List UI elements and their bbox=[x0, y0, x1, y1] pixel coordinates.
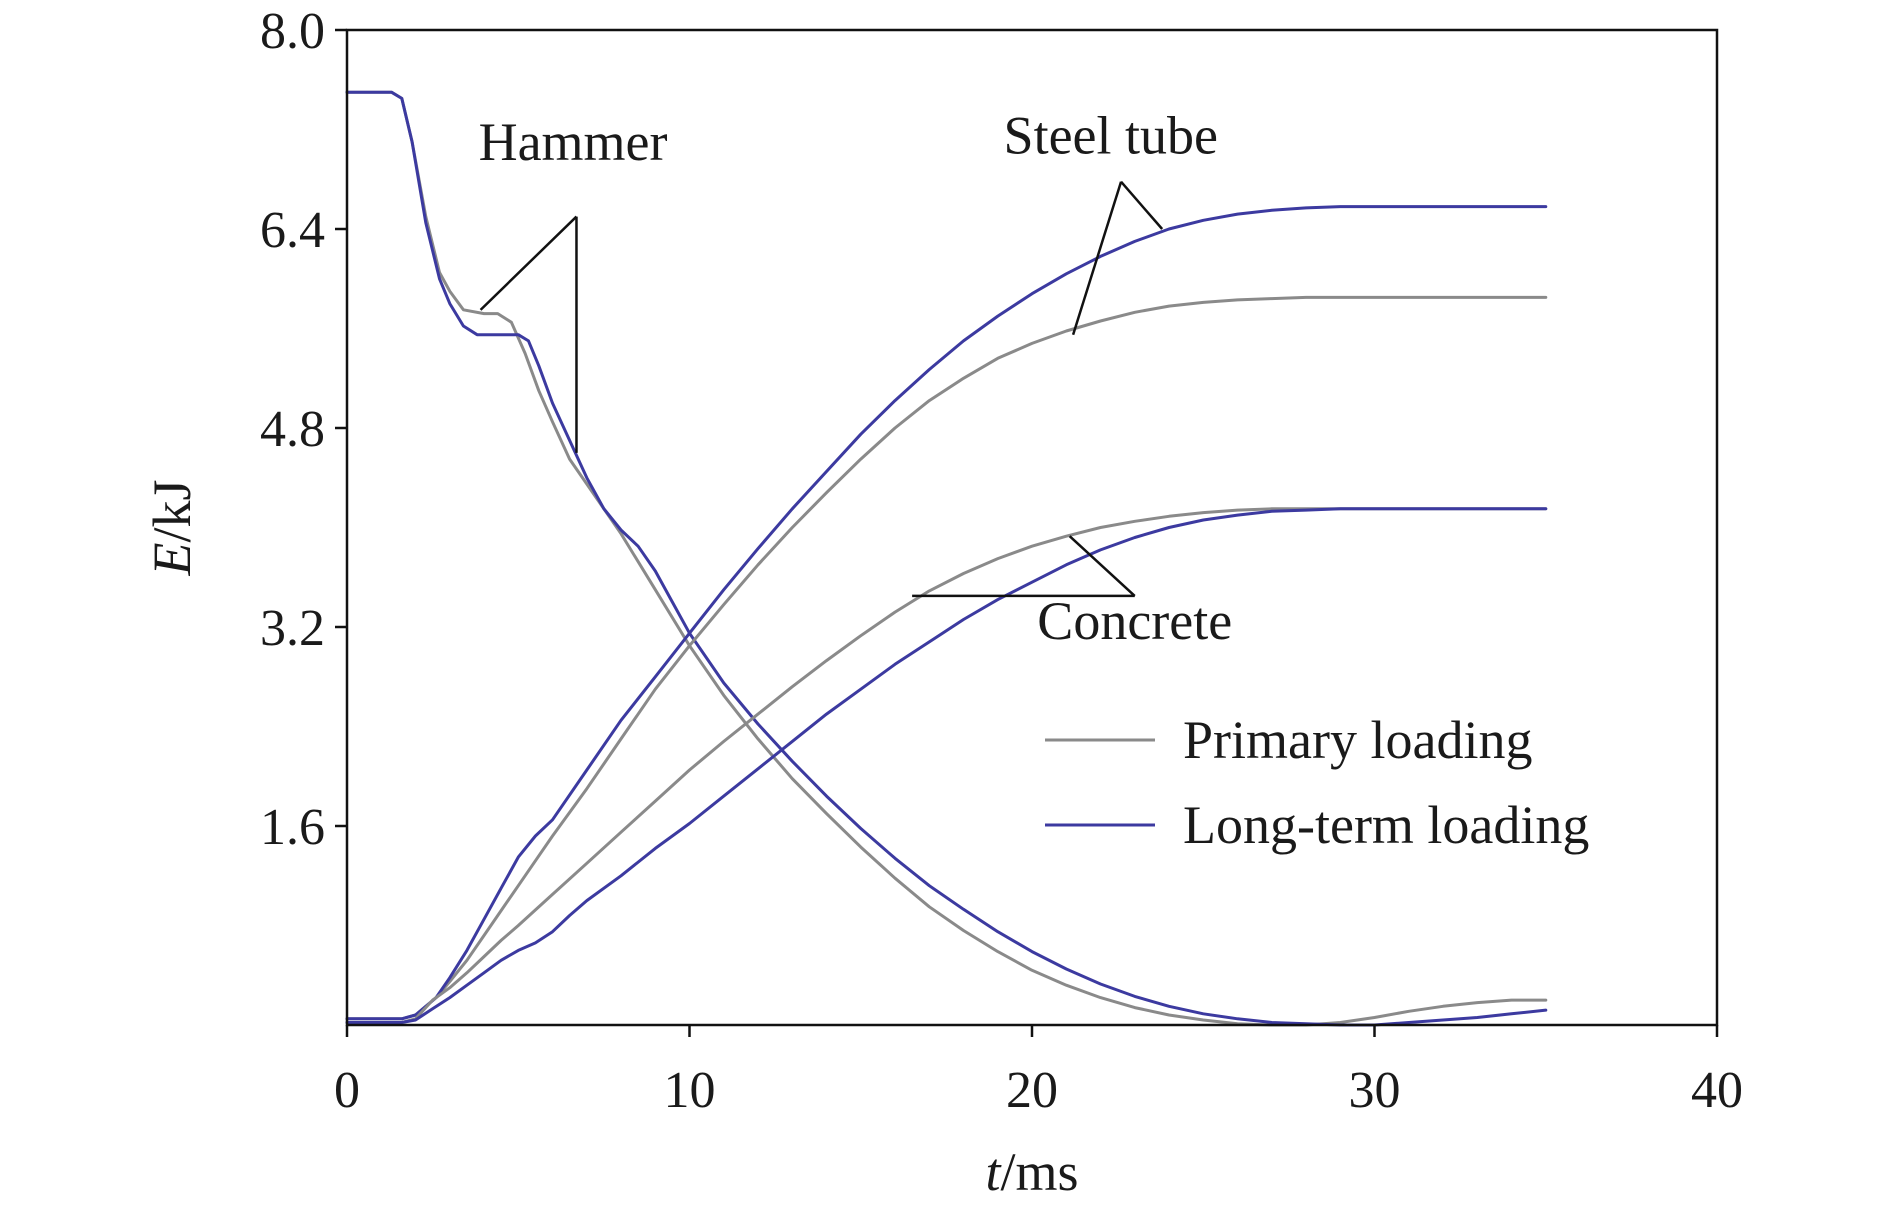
series-line-hammer-primary-loading bbox=[345, 90, 1548, 1027]
y-tick-label: 3.2 bbox=[260, 600, 325, 657]
steel-tube-leader-line bbox=[1071, 181, 1123, 336]
y-axis-title: E/kJ bbox=[142, 479, 202, 576]
legend-label-long-term-loading: Long-term loading bbox=[1183, 795, 1589, 855]
x-axis-title: t/ms bbox=[985, 1142, 1078, 1202]
plot-frame bbox=[345, 28, 1719, 1027]
hammer-annotation-label: Hammer bbox=[479, 112, 668, 172]
x-tick-label: 10 bbox=[664, 1062, 716, 1119]
steel-tube-leader-line bbox=[1120, 180, 1164, 230]
series-line-concrete-long-term-loading bbox=[345, 507, 1548, 1024]
axis-ticks: 0 10 20 30 40 1.6 3.2 4.8 6.4 8.0 bbox=[260, 3, 1743, 1119]
hammer-leader-line bbox=[479, 215, 578, 311]
annotations-layer: Hammer Steel tube Concrete bbox=[479, 106, 1233, 651]
x-axis-variable: t bbox=[985, 1142, 1002, 1202]
series-line-steel-tube-long-term-loading bbox=[345, 205, 1548, 1021]
series-line-steel-tube-primary-loading bbox=[345, 295, 1548, 1021]
x-axis-unit: /ms bbox=[1000, 1142, 1078, 1202]
steel-tube-annotation-label: Steel tube bbox=[1004, 106, 1218, 166]
curves-layer bbox=[345, 90, 1548, 1027]
x-tick-label: 0 bbox=[334, 1062, 360, 1119]
legend: Primary loading Long-term loading bbox=[1045, 710, 1589, 855]
series-line-hammer-long-term-loading bbox=[345, 90, 1548, 1027]
concrete-leader-line bbox=[1068, 535, 1136, 597]
x-tick-label: 40 bbox=[1691, 1062, 1743, 1119]
x-tick-label: 20 bbox=[1006, 1062, 1058, 1119]
concrete-annotation-label: Concrete bbox=[1037, 591, 1232, 651]
y-axis-variable: E bbox=[142, 543, 202, 577]
x-tick-label: 30 bbox=[1349, 1062, 1401, 1119]
y-axis-unit: /kJ bbox=[142, 479, 202, 542]
y-tick-label: 6.4 bbox=[260, 202, 325, 259]
y-tick-label: 4.8 bbox=[260, 401, 325, 458]
y-tick-label: 1.6 bbox=[260, 799, 325, 856]
legend-label-primary-loading: Primary loading bbox=[1183, 710, 1532, 770]
y-tick-label: 8.0 bbox=[260, 3, 325, 60]
